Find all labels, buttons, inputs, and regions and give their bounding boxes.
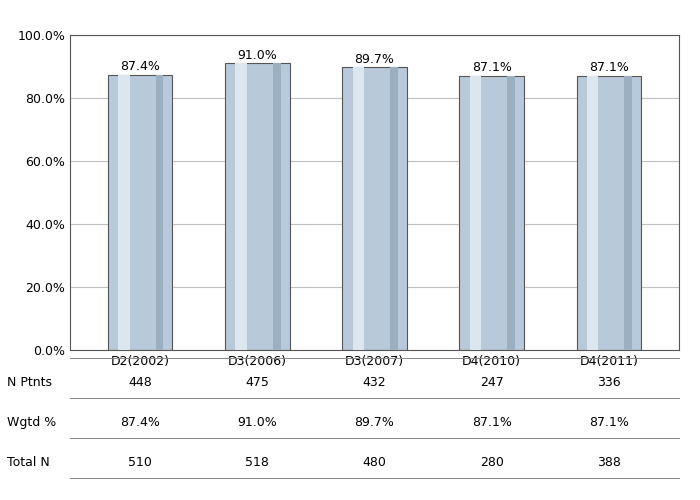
Text: 87.4%: 87.4% xyxy=(120,60,160,73)
Bar xyxy=(624,76,632,350)
Text: 336: 336 xyxy=(597,376,620,389)
Text: 89.7%: 89.7% xyxy=(355,53,394,66)
Text: 247: 247 xyxy=(480,376,503,389)
Bar xyxy=(118,74,130,350)
Text: 432: 432 xyxy=(363,376,386,389)
Text: N Ptnts: N Ptnts xyxy=(7,376,52,389)
Text: 448: 448 xyxy=(128,376,152,389)
Bar xyxy=(577,76,641,350)
Bar xyxy=(459,76,524,350)
Text: Total N: Total N xyxy=(7,456,50,469)
Bar xyxy=(507,76,514,350)
Text: 510: 510 xyxy=(128,456,152,469)
Text: 475: 475 xyxy=(246,376,270,389)
Text: 87.1%: 87.1% xyxy=(589,416,629,429)
Bar xyxy=(155,74,164,350)
Text: 518: 518 xyxy=(246,456,270,469)
Text: 87.4%: 87.4% xyxy=(120,416,160,429)
Bar xyxy=(225,64,290,350)
Bar xyxy=(342,68,407,350)
Bar xyxy=(273,64,281,350)
Bar xyxy=(390,68,398,350)
Bar xyxy=(470,76,482,350)
Text: 87.1%: 87.1% xyxy=(472,416,512,429)
Text: 87.1%: 87.1% xyxy=(589,61,629,74)
Bar xyxy=(108,74,172,350)
Text: 87.1%: 87.1% xyxy=(472,61,512,74)
Text: 91.0%: 91.0% xyxy=(237,416,277,429)
Bar xyxy=(587,76,598,350)
Bar xyxy=(235,64,247,350)
Text: 89.7%: 89.7% xyxy=(355,416,394,429)
Text: 91.0%: 91.0% xyxy=(237,49,277,62)
Bar xyxy=(353,68,364,350)
Text: 280: 280 xyxy=(480,456,503,469)
Text: 388: 388 xyxy=(597,456,621,469)
Text: Wgtd %: Wgtd % xyxy=(7,416,56,429)
Text: 480: 480 xyxy=(363,456,386,469)
